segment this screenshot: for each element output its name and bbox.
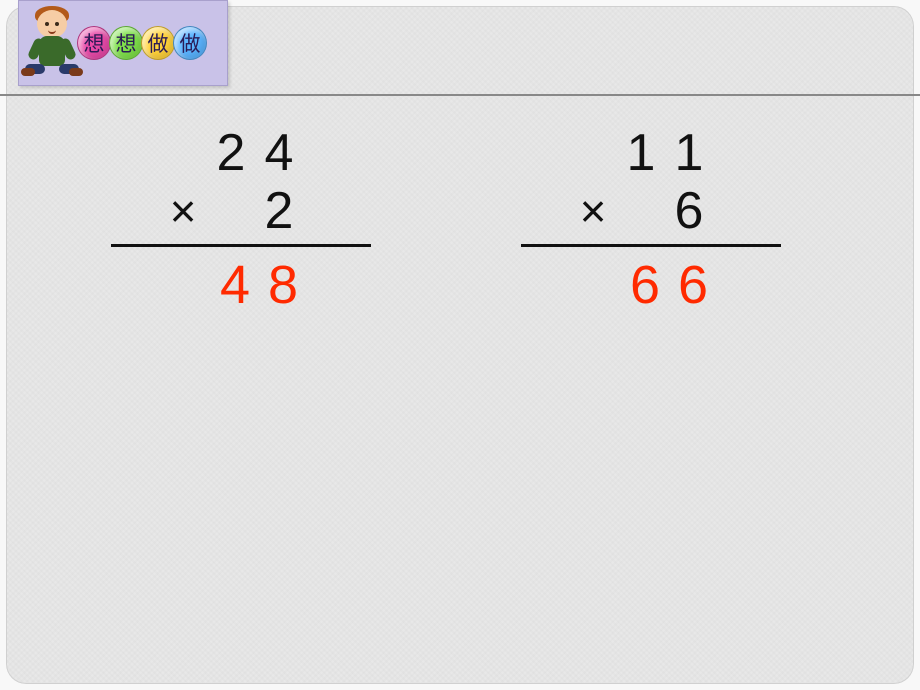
digit: 2 <box>255 181 303 241</box>
digit: 1 <box>617 123 665 183</box>
multiplication-problem-2: 1 1 × 6 6 6 <box>521 124 781 317</box>
badge-inner: 想 想 做 做 <box>19 1 227 85</box>
multiply-sign: × <box>569 184 617 238</box>
multiplicand-row: 2 4 <box>111 124 371 182</box>
title-balls: 想 想 做 做 <box>79 26 207 60</box>
result-digit: 8 <box>259 254 307 316</box>
digit: 6 <box>665 181 713 241</box>
multiplier-row: × 2 <box>111 182 371 240</box>
digit: 4 <box>255 123 303 183</box>
result-digit: 4 <box>211 254 259 316</box>
result-row: 4 8 <box>111 253 371 317</box>
multiply-sign: × <box>159 184 207 238</box>
kid-illustration <box>23 8 83 78</box>
problems-area: 2 4 × 2 4 8 1 1 × <box>6 124 914 317</box>
result-digit: 6 <box>669 254 717 316</box>
header-divider <box>0 94 920 96</box>
multiplication-problem-1: 2 4 × 2 4 8 <box>111 124 371 317</box>
ball-3: 做 <box>141 26 175 60</box>
ball-4: 做 <box>173 26 207 60</box>
multiplicand-row: 1 1 <box>521 124 781 182</box>
equals-rule <box>111 244 371 247</box>
digit: 1 <box>665 123 713 183</box>
ball-1: 想 <box>77 26 111 60</box>
equals-rule <box>521 244 781 247</box>
slide-background: 想 想 做 做 2 4 × 2 4 8 <box>6 6 914 684</box>
result-digit: 6 <box>621 254 669 316</box>
ball-2: 想 <box>109 26 143 60</box>
multiplier-row: × 6 <box>521 182 781 240</box>
result-row: 6 6 <box>521 253 781 317</box>
title-badge: 想 想 做 做 <box>18 0 228 86</box>
digit: 2 <box>207 123 255 183</box>
